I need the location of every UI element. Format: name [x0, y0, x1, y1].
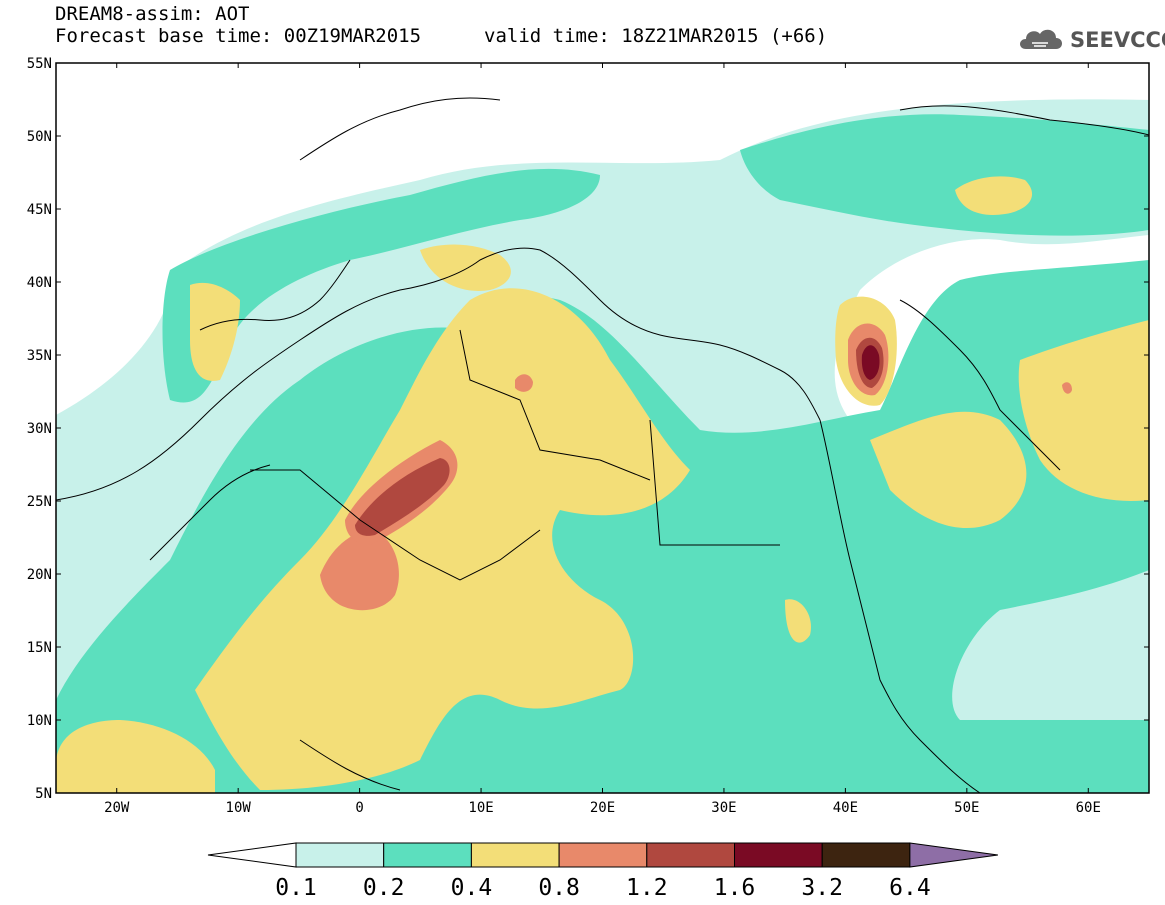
- lon-tick-label: 0: [355, 800, 363, 816]
- colorbar-segment: [470, 842, 560, 868]
- lon-tick-label: 10W: [226, 800, 252, 816]
- colorbar-low-arrow: [207, 842, 297, 868]
- lon-tick-label: 20W: [104, 800, 130, 816]
- lon-tick-label: 60E: [1076, 800, 1101, 816]
- coastlines: [56, 97, 1149, 793]
- lat-tick-label: 55N: [27, 56, 52, 72]
- cloud-icon: [1020, 29, 1062, 49]
- lon-tick-label: 20E: [590, 800, 615, 816]
- lat-tick-label: 25N: [27, 494, 52, 510]
- colorbar-segment: [295, 842, 385, 868]
- lat-tick-label: 30N: [27, 421, 52, 437]
- colorbar-segment: [821, 842, 911, 868]
- colorbar-label: 1.2: [626, 875, 668, 901]
- chart-title: DREAM8-assim: AOT: [55, 3, 250, 25]
- colorbar-segment: [646, 842, 735, 868]
- lon-tick-label: 40E: [833, 800, 858, 816]
- colorbar-label: 0.2: [363, 875, 405, 901]
- lat-tick-label: 50N: [27, 129, 52, 145]
- colorbar-label: 6.4: [889, 875, 931, 901]
- forecast-base-time: Forecast base time: 00Z19MAR2015: [55, 25, 422, 47]
- colorbar-label: 3.2: [801, 875, 843, 901]
- lat-tick-label: 40N: [27, 275, 52, 291]
- colorbar-segment: [383, 842, 472, 868]
- lat-tick-label: 5N: [35, 786, 52, 802]
- colorbar-segment: [734, 842, 823, 868]
- lon-tick-label: 10E: [468, 800, 493, 816]
- colorbar-label: 0.1: [275, 875, 317, 901]
- colorbar-label: 0.8: [538, 875, 580, 901]
- lon-tick-label: 50E: [954, 800, 979, 816]
- lon-axis: 20W 10W 0 10E 20E 30E 40E 50E 60E: [104, 63, 1101, 816]
- lat-tick-label: 15N: [27, 640, 52, 656]
- lat-tick-label: 45N: [27, 202, 52, 218]
- lat-tick-label: 20N: [27, 567, 52, 583]
- colorbar-label: 0.4: [451, 875, 493, 901]
- colorbar-segment: [558, 842, 648, 868]
- lon-tick-label: 30E: [711, 800, 736, 816]
- lat-tick-label: 10N: [27, 713, 52, 729]
- aot-fields: [56, 99, 1149, 793]
- colorbar-label: 1.6: [714, 875, 756, 901]
- colorbar-high-arrow: [909, 842, 998, 868]
- lat-tick-label: 35N: [27, 348, 52, 364]
- valid-time: valid time: 18Z21MAR2015 (+66): [484, 25, 828, 47]
- logo-text: SEEVCCC: [1070, 28, 1165, 52]
- colorbar: 0.1 0.2 0.4 0.8 1.2 1.6 3.2 6.4: [207, 842, 998, 901]
- lat-axis: 55N 50N 45N 40N 35N 30N 25N 20N 15N 10N 5N: [27, 56, 1149, 802]
